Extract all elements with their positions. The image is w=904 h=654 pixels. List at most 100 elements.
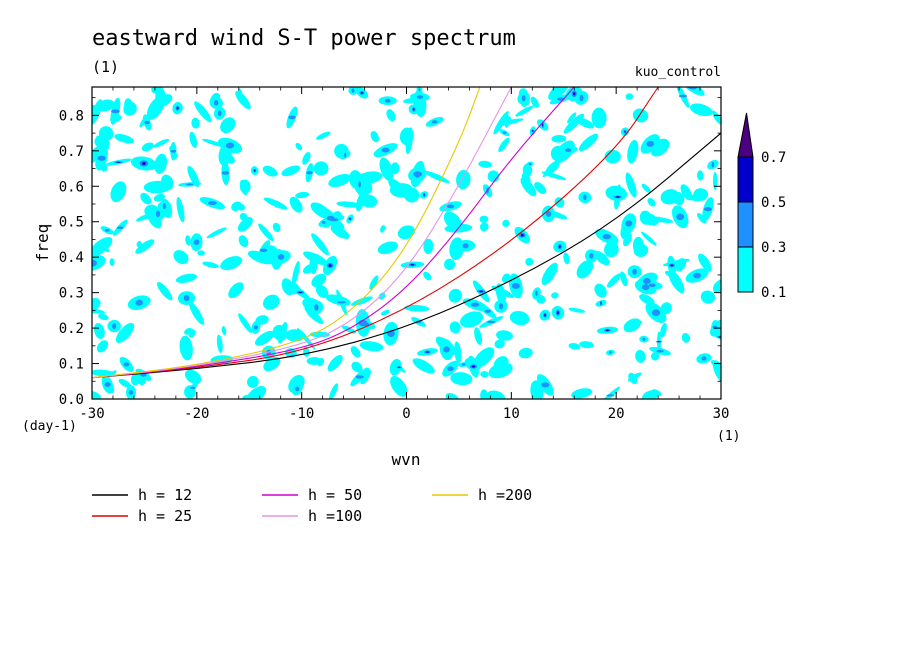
power-contour-patch xyxy=(551,292,559,299)
power-contour-patch xyxy=(186,183,194,186)
power-contour-patch xyxy=(680,184,693,201)
power-contour-patch xyxy=(241,394,249,399)
y-tick-label: 0.1 xyxy=(59,357,84,373)
power-contour-patch xyxy=(650,138,670,157)
power-contour-patch xyxy=(330,225,350,239)
power-contour-patch xyxy=(123,101,137,116)
power-contour-patch xyxy=(487,320,496,324)
power-contour-patch xyxy=(255,330,275,346)
power-contour-patch xyxy=(642,284,650,291)
power-contour-patch xyxy=(488,362,513,379)
power-contour-patch xyxy=(602,234,611,240)
power-contour-patch xyxy=(568,343,581,350)
power-contour-patch xyxy=(648,283,656,288)
power-contour-patch xyxy=(191,117,200,129)
power-contour-patch xyxy=(351,296,373,306)
dispersion-curve xyxy=(92,87,481,379)
power-contour-patch xyxy=(146,96,165,120)
legend: h = 12 h = 25 h = 50 h =100 h =200 xyxy=(92,486,532,525)
y-tick-label: 0.7 xyxy=(59,144,84,160)
power-contour-patch xyxy=(550,145,564,161)
power-contour-patch xyxy=(521,95,526,102)
y-tick-label: 0.5 xyxy=(59,215,84,231)
power-contour-patch xyxy=(97,99,115,112)
power-contour-patch xyxy=(360,194,378,208)
power-contour-patch xyxy=(479,215,489,223)
power-contour-patch xyxy=(110,181,127,203)
power-contour-patch xyxy=(462,243,469,249)
power-contour-patch xyxy=(609,351,612,354)
power-contour-patch xyxy=(594,250,610,266)
colorbar: 0.1 0.3 0.5 0.7 xyxy=(737,112,786,301)
power-contour-patch xyxy=(254,169,256,172)
power-contour-patch xyxy=(238,235,249,248)
power-contour-patch xyxy=(416,95,424,99)
power-contour-patch xyxy=(712,110,721,125)
power-contour-patch xyxy=(225,142,235,149)
power-contour-patch xyxy=(208,201,217,206)
power-contour-patch xyxy=(109,258,115,266)
power-contour-patch xyxy=(625,220,633,227)
power-contour-patch xyxy=(297,327,316,350)
x-units-label: (1) xyxy=(717,429,740,444)
power-contour-patch xyxy=(454,341,462,364)
power-contour-patch xyxy=(668,270,685,294)
power-contour-patch xyxy=(413,171,423,177)
power-contour-patch xyxy=(179,335,193,361)
power-contour-patch xyxy=(445,393,460,399)
power-contour-patch xyxy=(502,219,510,228)
power-contour-patch xyxy=(641,183,651,193)
power-contour-patch xyxy=(712,278,721,293)
power-contour-patch xyxy=(551,134,567,143)
power-contour-patch xyxy=(554,197,565,208)
power-contour-patch xyxy=(541,382,550,388)
power-contour-patch xyxy=(170,149,177,153)
y-units-label: (day-1) xyxy=(22,419,77,434)
legend-label: h = 12 xyxy=(138,486,192,504)
power-contour-patch xyxy=(557,311,559,315)
power-contour-patch xyxy=(253,325,258,330)
power-contour-patch xyxy=(423,238,434,254)
power-contour-patch xyxy=(443,346,450,353)
power-contour-patch xyxy=(370,131,379,143)
power-contour-patch xyxy=(478,160,493,168)
power-contour-patch xyxy=(632,108,649,123)
power-contour-patch xyxy=(341,325,356,334)
power-contour-patch xyxy=(185,235,191,246)
power-contour-patch xyxy=(643,278,651,285)
power-contour-patch xyxy=(498,303,504,310)
power-contour-patch xyxy=(568,307,586,313)
power-contour-patch xyxy=(259,248,268,252)
power-contour-patch xyxy=(576,260,594,279)
power-contour-patch xyxy=(479,222,489,232)
power-contour-patch xyxy=(651,309,661,317)
power-contour-patch xyxy=(579,341,594,349)
power-contour-patch xyxy=(328,383,339,399)
power-contour-patch xyxy=(115,322,135,343)
power-contour-patch xyxy=(284,282,299,294)
power-spectrum-field xyxy=(92,87,721,399)
power-contour-patch xyxy=(410,264,415,266)
power-contour-patch xyxy=(460,311,484,328)
power-contour-patch xyxy=(390,162,400,175)
power-contour-patch xyxy=(444,258,456,271)
power-contour-patch xyxy=(349,218,351,220)
power-contour-patch xyxy=(189,131,198,148)
colorbar-segment xyxy=(737,201,754,248)
power-contour-patch xyxy=(425,351,429,353)
power-contour-patch xyxy=(529,163,531,165)
power-contour-patch xyxy=(328,173,351,188)
power-contour-patch xyxy=(344,152,347,158)
power-contour-patch xyxy=(295,142,303,151)
power-contour-patch xyxy=(327,355,343,372)
power-contour-patch xyxy=(237,217,253,232)
power-contour-patch xyxy=(502,131,507,134)
power-contour-patch xyxy=(542,123,544,127)
power-contour-patch xyxy=(701,356,707,361)
power-contour-patch xyxy=(351,88,355,93)
power-contour-patch xyxy=(92,259,97,267)
power-contour-patch xyxy=(604,241,619,258)
power-contour-patch xyxy=(535,290,538,297)
power-contour-patch xyxy=(306,171,313,175)
y-tick-label: 0.4 xyxy=(59,250,84,266)
